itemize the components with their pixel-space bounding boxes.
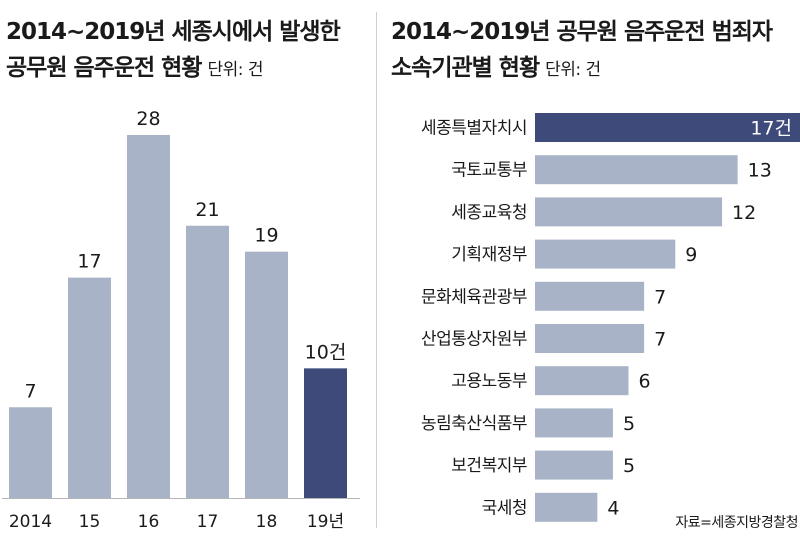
bar-세종교육청: [535, 197, 723, 227]
value-label-세종교육청: 12: [732, 202, 756, 224]
x-tick-label-15: 15: [79, 512, 101, 532]
bar-19년: [304, 368, 347, 498]
bar-국토교통부: [535, 155, 738, 185]
bar-16: [127, 135, 170, 498]
right-title-line1: 2014~2019년 공무원 음주운전 범죄자: [391, 19, 773, 45]
bar-농림축산식품부: [535, 408, 613, 438]
bar-보건복지부: [535, 450, 613, 480]
category-label-보건복지부: 보건복지부: [451, 456, 527, 476]
category-label-세종교육청: 세종교육청: [451, 203, 527, 223]
value-label-18: 19: [254, 225, 278, 247]
value-label-국토교통부: 13: [748, 160, 772, 182]
value-label-문화체육관광부: 7: [654, 286, 666, 308]
right-unit-label: 단위: 건: [545, 60, 601, 80]
value-label-19년: 10건: [305, 341, 347, 363]
value-label-2014: 7: [24, 380, 36, 402]
x-tick-label-17: 17: [197, 512, 219, 532]
value-label-16: 28: [136, 108, 160, 130]
category-label-고용노동부: 고용노동부: [451, 372, 527, 392]
left-chart-panel: 2014~2019년 세종시에서 발생한 공무원 음주운전 현황 단위: 건 7 2…: [0, 0, 370, 540]
bar-17: [186, 225, 229, 498]
bar-18: [245, 251, 288, 498]
value-label-국세청: 4: [607, 497, 619, 519]
left-chart-title: 2014~2019년 세종시에서 발생한 공무원 음주운전 현황 단위: 건: [6, 14, 341, 88]
left-unit-label: 단위: 건: [207, 60, 264, 80]
bar-고용노동부: [535, 366, 629, 396]
bar-기획재정부: [535, 239, 676, 269]
bar-15: [68, 277, 111, 498]
category-label-산업통상자원부: 산업통상자원부: [421, 330, 527, 350]
bar-세종특별자치시: [535, 113, 800, 142]
bar-국세청: [535, 492, 598, 522]
value-label-보건복지부: 5: [623, 455, 635, 477]
bar-문화체육관광부: [535, 281, 645, 311]
source-note: 자료=세종지방경찰청: [675, 515, 798, 531]
category-label-세종특별자치시: 세종특별자치시: [421, 119, 527, 139]
value-label-세종특별자치시: 17건: [750, 118, 792, 140]
value-label-17: 21: [195, 199, 219, 221]
panel-divider: [376, 12, 377, 528]
value-label-15: 17: [77, 251, 101, 273]
category-label-기획재정부: 기획재정부: [451, 245, 527, 265]
category-label-국세청: 국세청: [482, 498, 527, 518]
value-label-농림축산식품부: 5: [623, 413, 635, 435]
right-chart-panel: 2014~2019년 공무원 음주운전 범죄자 소속기관별 현황 단위: 건 세종…: [385, 0, 800, 540]
x-tick-label-19년: 19년: [307, 512, 344, 532]
value-label-기획재정부: 9: [685, 244, 697, 266]
category-label-국토교통부: 국토교통부: [451, 161, 527, 181]
left-title-line1: 2014~2019년 세종시에서 발생한: [6, 19, 341, 45]
x-tick-label-16: 16: [138, 512, 160, 532]
left-bar-chart: 7 2014 17 15 28 16 21 17 19 18 10건 19년: [2, 108, 360, 532]
category-label-문화체육관광부: 문화체육관광부: [421, 287, 527, 307]
left-title-line2: 공무원 음주운전 현황: [6, 55, 202, 81]
right-title-line2: 소속기관별 현황: [391, 55, 540, 81]
value-label-산업통상자원부: 7: [654, 329, 666, 351]
value-label-고용노동부: 6: [639, 371, 651, 393]
right-chart-title: 2014~2019년 공무원 음주운전 범죄자 소속기관별 현황 단위: 건: [391, 14, 773, 88]
x-tick-label-18: 18: [256, 512, 278, 532]
x-tick-label-2014: 2014: [9, 512, 52, 532]
bar-산업통상자원부: [535, 324, 645, 353]
bar-2014: [9, 407, 52, 498]
category-label-농림축산식품부: 농림축산식품부: [421, 414, 527, 434]
